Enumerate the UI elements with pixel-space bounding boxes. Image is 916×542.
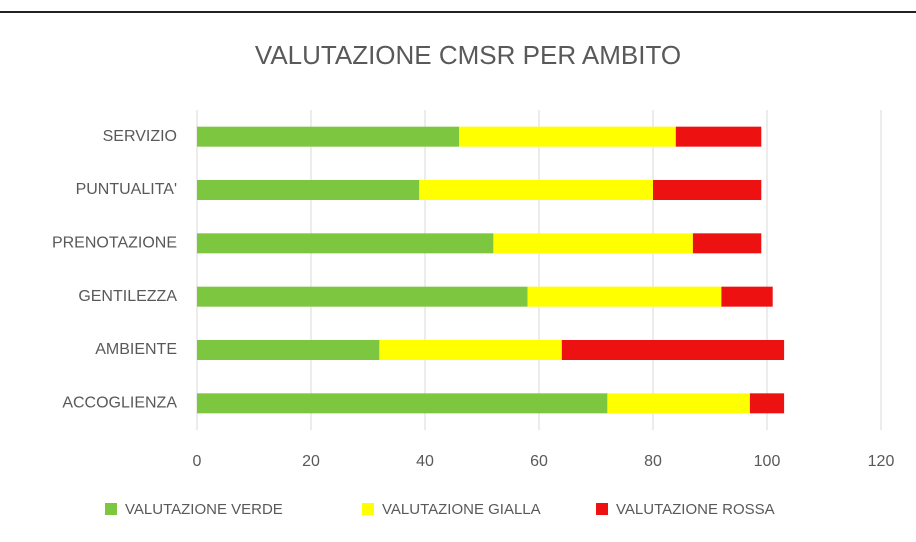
- bar-segment: [197, 340, 380, 360]
- bar-segment: [379, 340, 562, 360]
- bar-segment: [692, 233, 762, 254]
- bar-segment: [721, 286, 773, 307]
- bar-segment: [493, 233, 693, 254]
- x-tick-label: 20: [302, 453, 320, 470]
- x-tick-label: 40: [416, 453, 434, 470]
- y-tick-label: PRENOTAZIONE: [52, 235, 177, 252]
- legend-swatch: [362, 503, 374, 515]
- bar-segment: [527, 286, 722, 307]
- x-tick-label: 60: [530, 453, 548, 470]
- y-tick-label: SERVIZIO: [103, 128, 177, 145]
- y-tick-label: GENTILEZZA: [78, 288, 177, 305]
- bar-segment: [197, 126, 460, 147]
- x-tick-label: 100: [754, 453, 781, 470]
- bar-segment: [459, 126, 676, 147]
- bar-segment: [749, 393, 785, 414]
- y-tick-label: PUNTUALITA': [76, 181, 177, 198]
- chart-title: VALUTAZIONE CMSR PER AMBITO: [255, 40, 681, 70]
- bar-segment: [419, 180, 653, 200]
- legend-swatch: [105, 503, 117, 515]
- x-tick-label: 80: [644, 453, 662, 470]
- legend-label: VALUTAZIONE ROSSA: [616, 501, 775, 518]
- y-tick-label: ACCOGLIENZA: [62, 395, 177, 412]
- bar-segment: [197, 286, 528, 307]
- bar-segment: [675, 126, 762, 147]
- bar-segment: [561, 340, 785, 360]
- x-tick-label: 0: [193, 453, 202, 470]
- bar-segment: [197, 233, 494, 254]
- bar-segment: [197, 180, 420, 200]
- legend-label: VALUTAZIONE GIALLA: [382, 501, 541, 518]
- x-tick-label: 120: [868, 453, 895, 470]
- bar-segment: [197, 393, 608, 414]
- legend-label: VALUTAZIONE VERDE: [125, 501, 283, 518]
- bar-segment: [607, 393, 750, 414]
- y-tick-label: AMBIENTE: [95, 341, 177, 358]
- bar-segment: [653, 180, 762, 200]
- legend-swatch: [596, 503, 608, 515]
